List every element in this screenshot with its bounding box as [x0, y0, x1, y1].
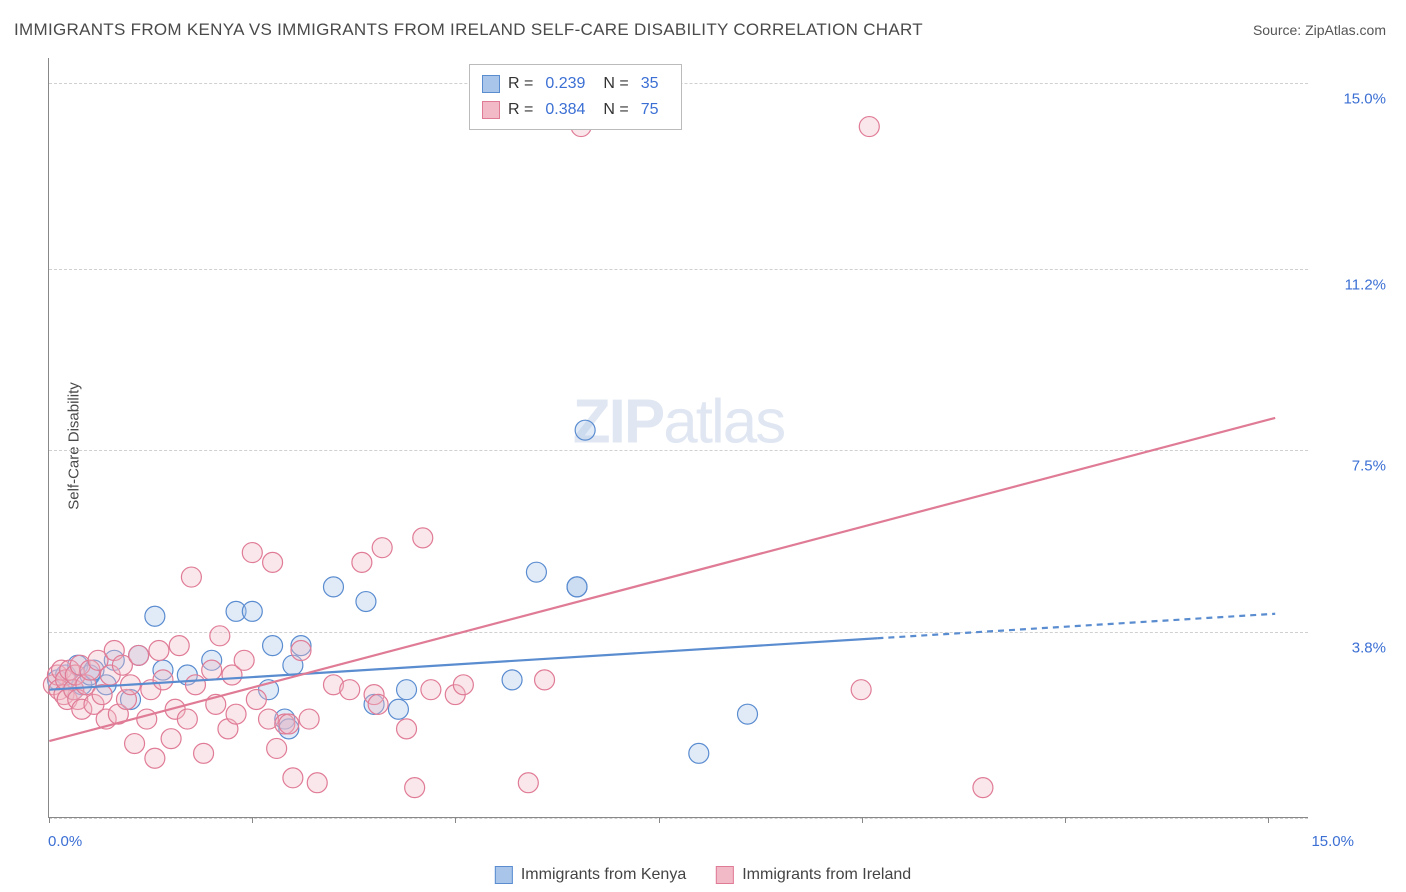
scatter-point: [137, 709, 157, 729]
x-tick: [659, 817, 660, 823]
legend-swatch: [716, 866, 734, 884]
scatter-point: [153, 670, 173, 690]
x-tick: [1065, 817, 1066, 823]
x-tick: [455, 817, 456, 823]
legend-n-value: 35: [641, 75, 659, 93]
scatter-point: [291, 641, 311, 661]
scatter-point: [397, 719, 417, 739]
scatter-point: [859, 117, 879, 137]
legend-r-value: 0.384: [545, 101, 585, 119]
y-tick-label: 7.5%: [1352, 458, 1386, 475]
legend-swatch: [482, 101, 500, 119]
x-axis-min-label: 0.0%: [48, 833, 82, 850]
scatter-point: [421, 680, 441, 700]
y-tick-label: 15.0%: [1343, 90, 1386, 107]
y-tick-label: 3.8%: [1352, 639, 1386, 656]
stats-legend-box: R = 0.239 N = 35 R = 0.384 N = 75: [469, 64, 682, 130]
legend-n-value: 75: [641, 101, 659, 119]
plot-area: ZIPatlas 3.8%7.5%11.2%15.0% R =0.239N =3…: [48, 58, 1308, 818]
legend-r-label: R =: [508, 101, 533, 119]
legend-swatch: [482, 75, 500, 93]
chart-container: IMMIGRANTS FROM KENYA VS IMMIGRANTS FROM…: [0, 0, 1406, 892]
scatter-point: [161, 729, 181, 749]
scatter-point: [453, 675, 473, 695]
x-axis-max-label: 15.0%: [1311, 833, 1354, 850]
scatter-point: [405, 778, 425, 798]
legend-r-label: R =: [508, 75, 533, 93]
series-legend: Immigrants from Kenya Immigrants from Ire…: [495, 866, 911, 884]
scatter-point: [246, 689, 266, 709]
scatter-point: [149, 641, 169, 661]
gridline: [49, 818, 1308, 819]
scatter-point: [279, 714, 299, 734]
scatter-point: [352, 552, 372, 572]
scatter-point: [372, 538, 392, 558]
source-label: Source: ZipAtlas.com: [1253, 22, 1386, 38]
scatter-point: [567, 577, 587, 597]
scatter-point: [234, 650, 254, 670]
scatter-point: [323, 577, 343, 597]
trendline-extension: [877, 614, 1275, 638]
legend-r-value: 0.239: [545, 75, 585, 93]
chart-svg: [49, 58, 1308, 817]
scatter-point: [738, 704, 758, 724]
scatter-point: [368, 694, 388, 714]
trendline: [49, 418, 1275, 741]
scatter-point: [340, 680, 360, 700]
scatter-point: [535, 670, 555, 690]
scatter-point: [526, 562, 546, 582]
y-tick-label: 11.2%: [1345, 276, 1386, 293]
series-legend-label: Immigrants from Kenya: [521, 866, 686, 884]
scatter-point: [283, 768, 303, 788]
scatter-point: [226, 704, 246, 724]
scatter-point: [242, 601, 262, 621]
scatter-point: [177, 709, 197, 729]
scatter-point: [267, 738, 287, 758]
x-tick: [252, 817, 253, 823]
scatter-point: [202, 660, 222, 680]
scatter-point: [185, 675, 205, 695]
scatter-point: [851, 680, 871, 700]
scatter-point: [299, 709, 319, 729]
scatter-point: [263, 636, 283, 656]
scatter-point: [263, 552, 283, 572]
x-tick: [49, 817, 50, 823]
x-tick: [862, 817, 863, 823]
scatter-point: [689, 743, 709, 763]
scatter-point: [125, 734, 145, 754]
scatter-point: [129, 645, 149, 665]
scatter-point: [169, 636, 189, 656]
scatter-point: [518, 773, 538, 793]
legend-swatch: [495, 866, 513, 884]
scatter-point: [307, 773, 327, 793]
scatter-point: [388, 699, 408, 719]
series-legend-label: Immigrants from Ireland: [742, 866, 911, 884]
scatter-point: [210, 626, 230, 646]
legend-row: R = 0.384 N = 75: [482, 97, 669, 123]
scatter-point: [181, 567, 201, 587]
scatter-point: [145, 606, 165, 626]
scatter-point: [194, 743, 214, 763]
x-tick: [1268, 817, 1269, 823]
series-legend-item: Immigrants from Ireland: [716, 866, 911, 884]
scatter-point: [575, 420, 595, 440]
legend-n-label: N =: [603, 101, 628, 119]
scatter-point: [145, 748, 165, 768]
scatter-point: [413, 528, 433, 548]
scatter-point: [397, 680, 417, 700]
legend-row: R = 0.239 N = 35: [482, 71, 669, 97]
scatter-point: [242, 543, 262, 563]
scatter-point: [973, 778, 993, 798]
chart-title: IMMIGRANTS FROM KENYA VS IMMIGRANTS FROM…: [14, 20, 923, 40]
series-legend-item: Immigrants from Kenya: [495, 866, 686, 884]
scatter-point: [502, 670, 522, 690]
legend-n-label: N =: [603, 75, 628, 93]
scatter-point: [356, 592, 376, 612]
